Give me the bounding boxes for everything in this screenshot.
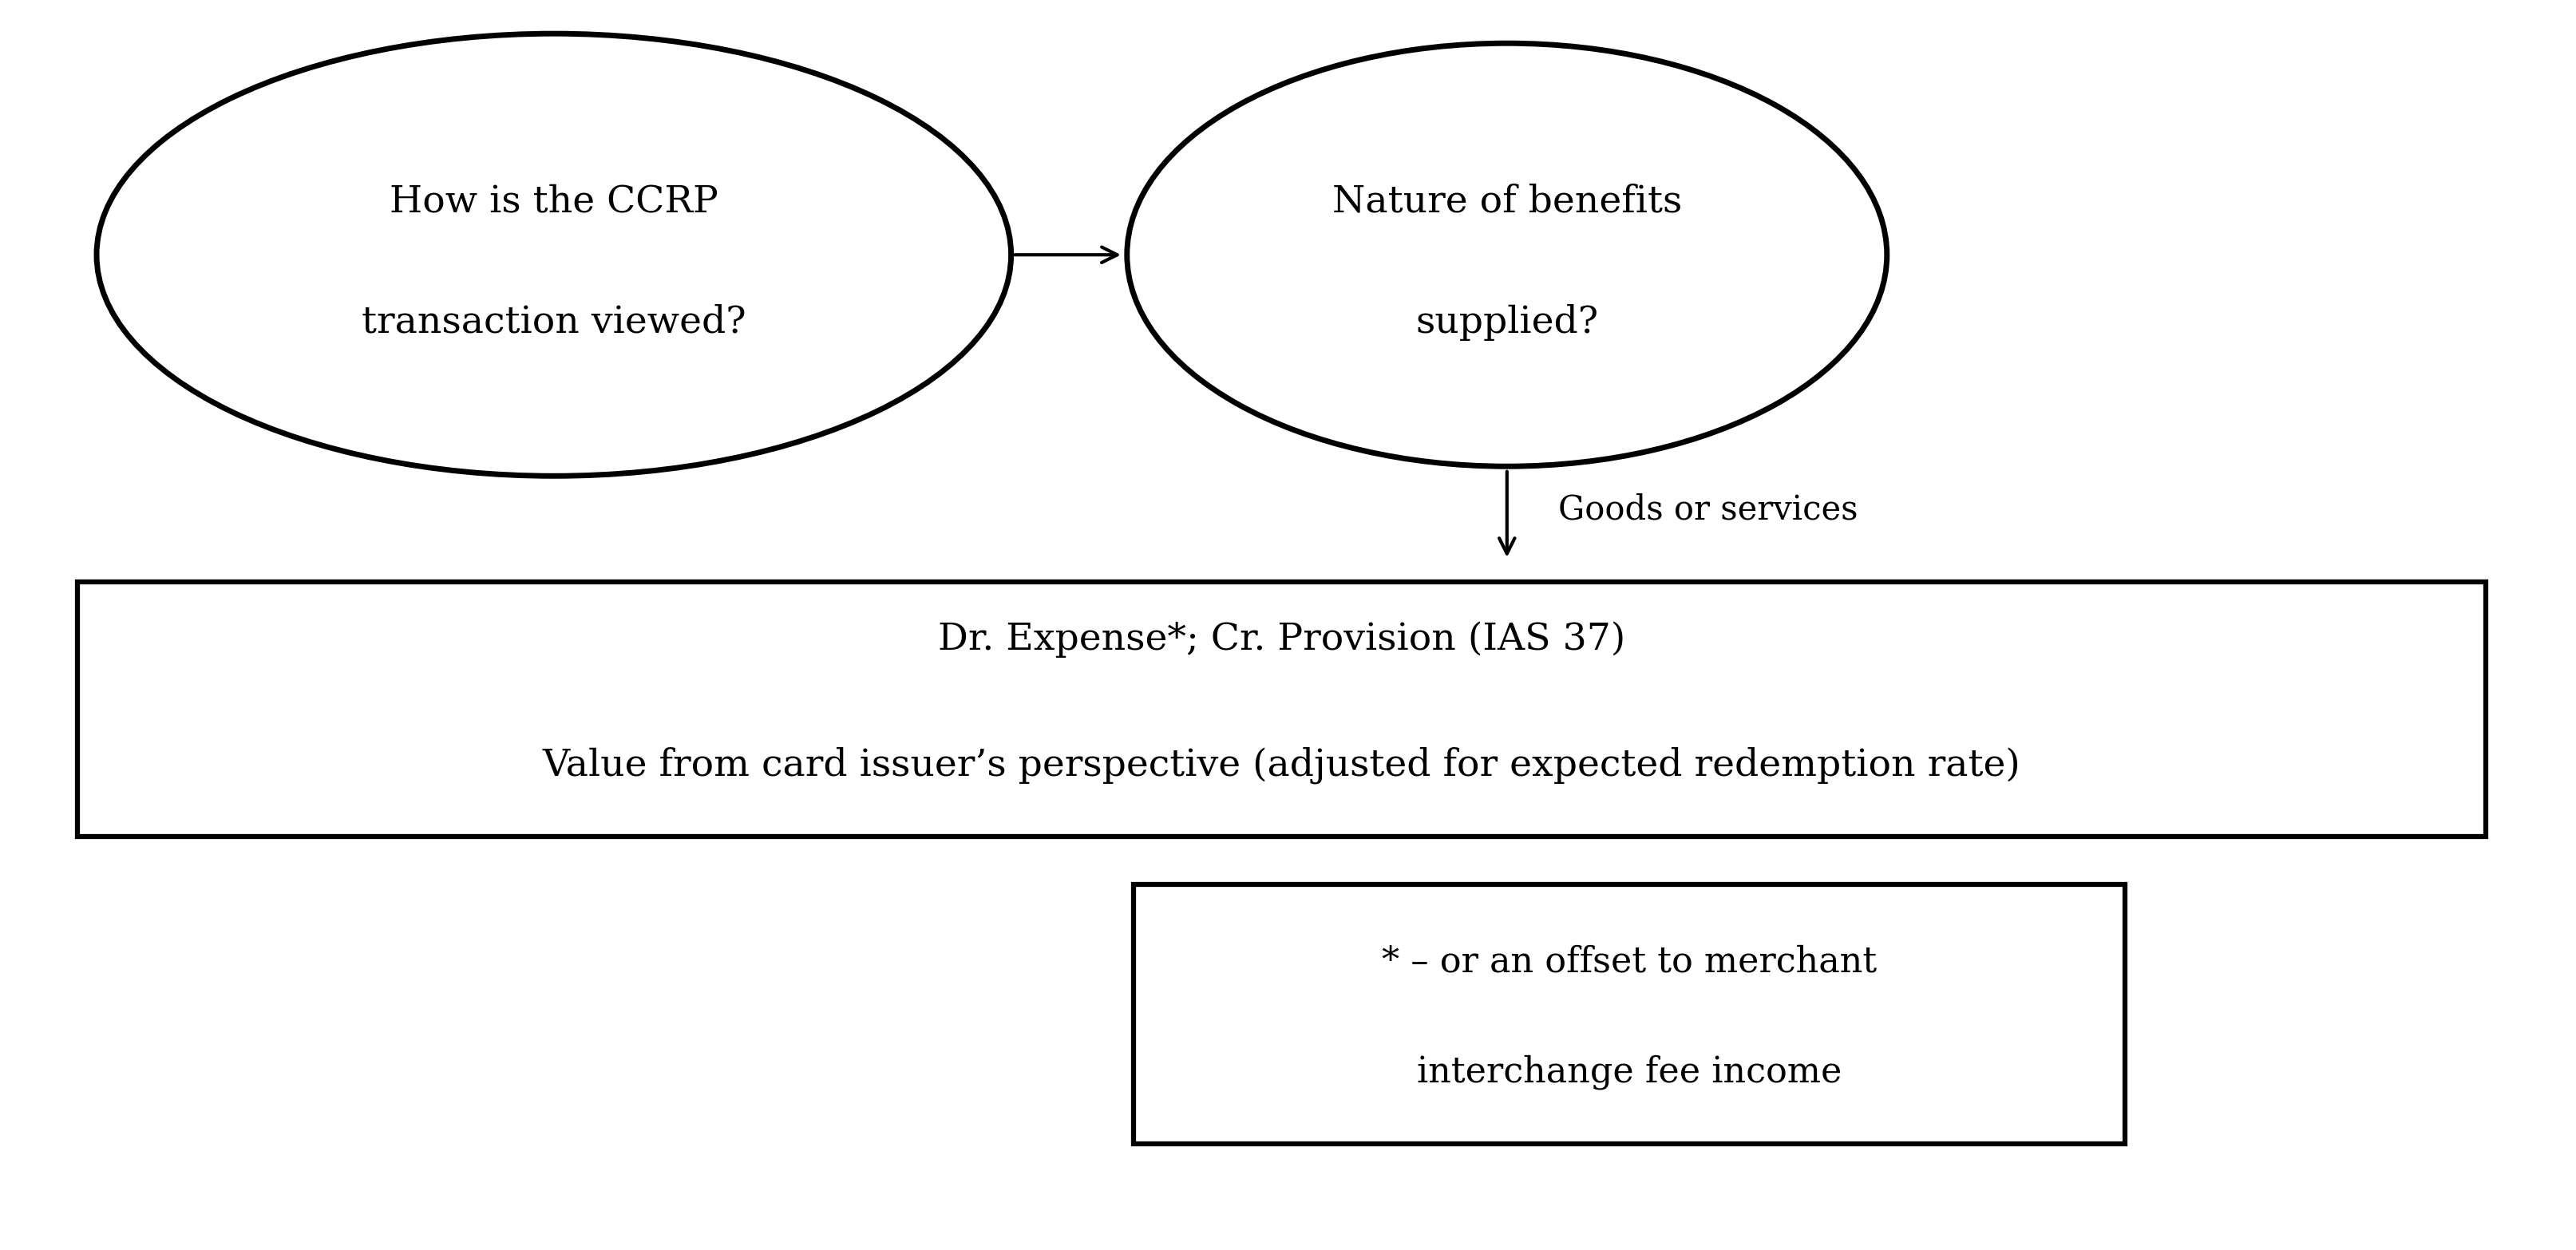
FancyBboxPatch shape — [1133, 885, 2125, 1144]
Text: transaction viewed?: transaction viewed? — [361, 304, 747, 340]
Ellipse shape — [98, 34, 1010, 476]
FancyBboxPatch shape — [77, 581, 2486, 836]
Ellipse shape — [1126, 44, 1886, 466]
Text: Goods or services: Goods or services — [1558, 492, 1857, 526]
Text: How is the CCRP: How is the CCRP — [389, 184, 719, 220]
Text: * – or an offset to merchant: * – or an offset to merchant — [1381, 944, 1878, 979]
Text: interchange fee income: interchange fee income — [1417, 1055, 1842, 1090]
Text: Value from card issuer’s perspective (adjusted for expected redemption rate): Value from card issuer’s perspective (ad… — [544, 746, 2020, 784]
Text: Dr. Expense*; Cr. Provision (IAS 37): Dr. Expense*; Cr. Provision (IAS 37) — [938, 621, 1625, 658]
Text: supplied?: supplied? — [1414, 304, 1600, 340]
Text: Nature of benefits: Nature of benefits — [1332, 184, 1682, 220]
